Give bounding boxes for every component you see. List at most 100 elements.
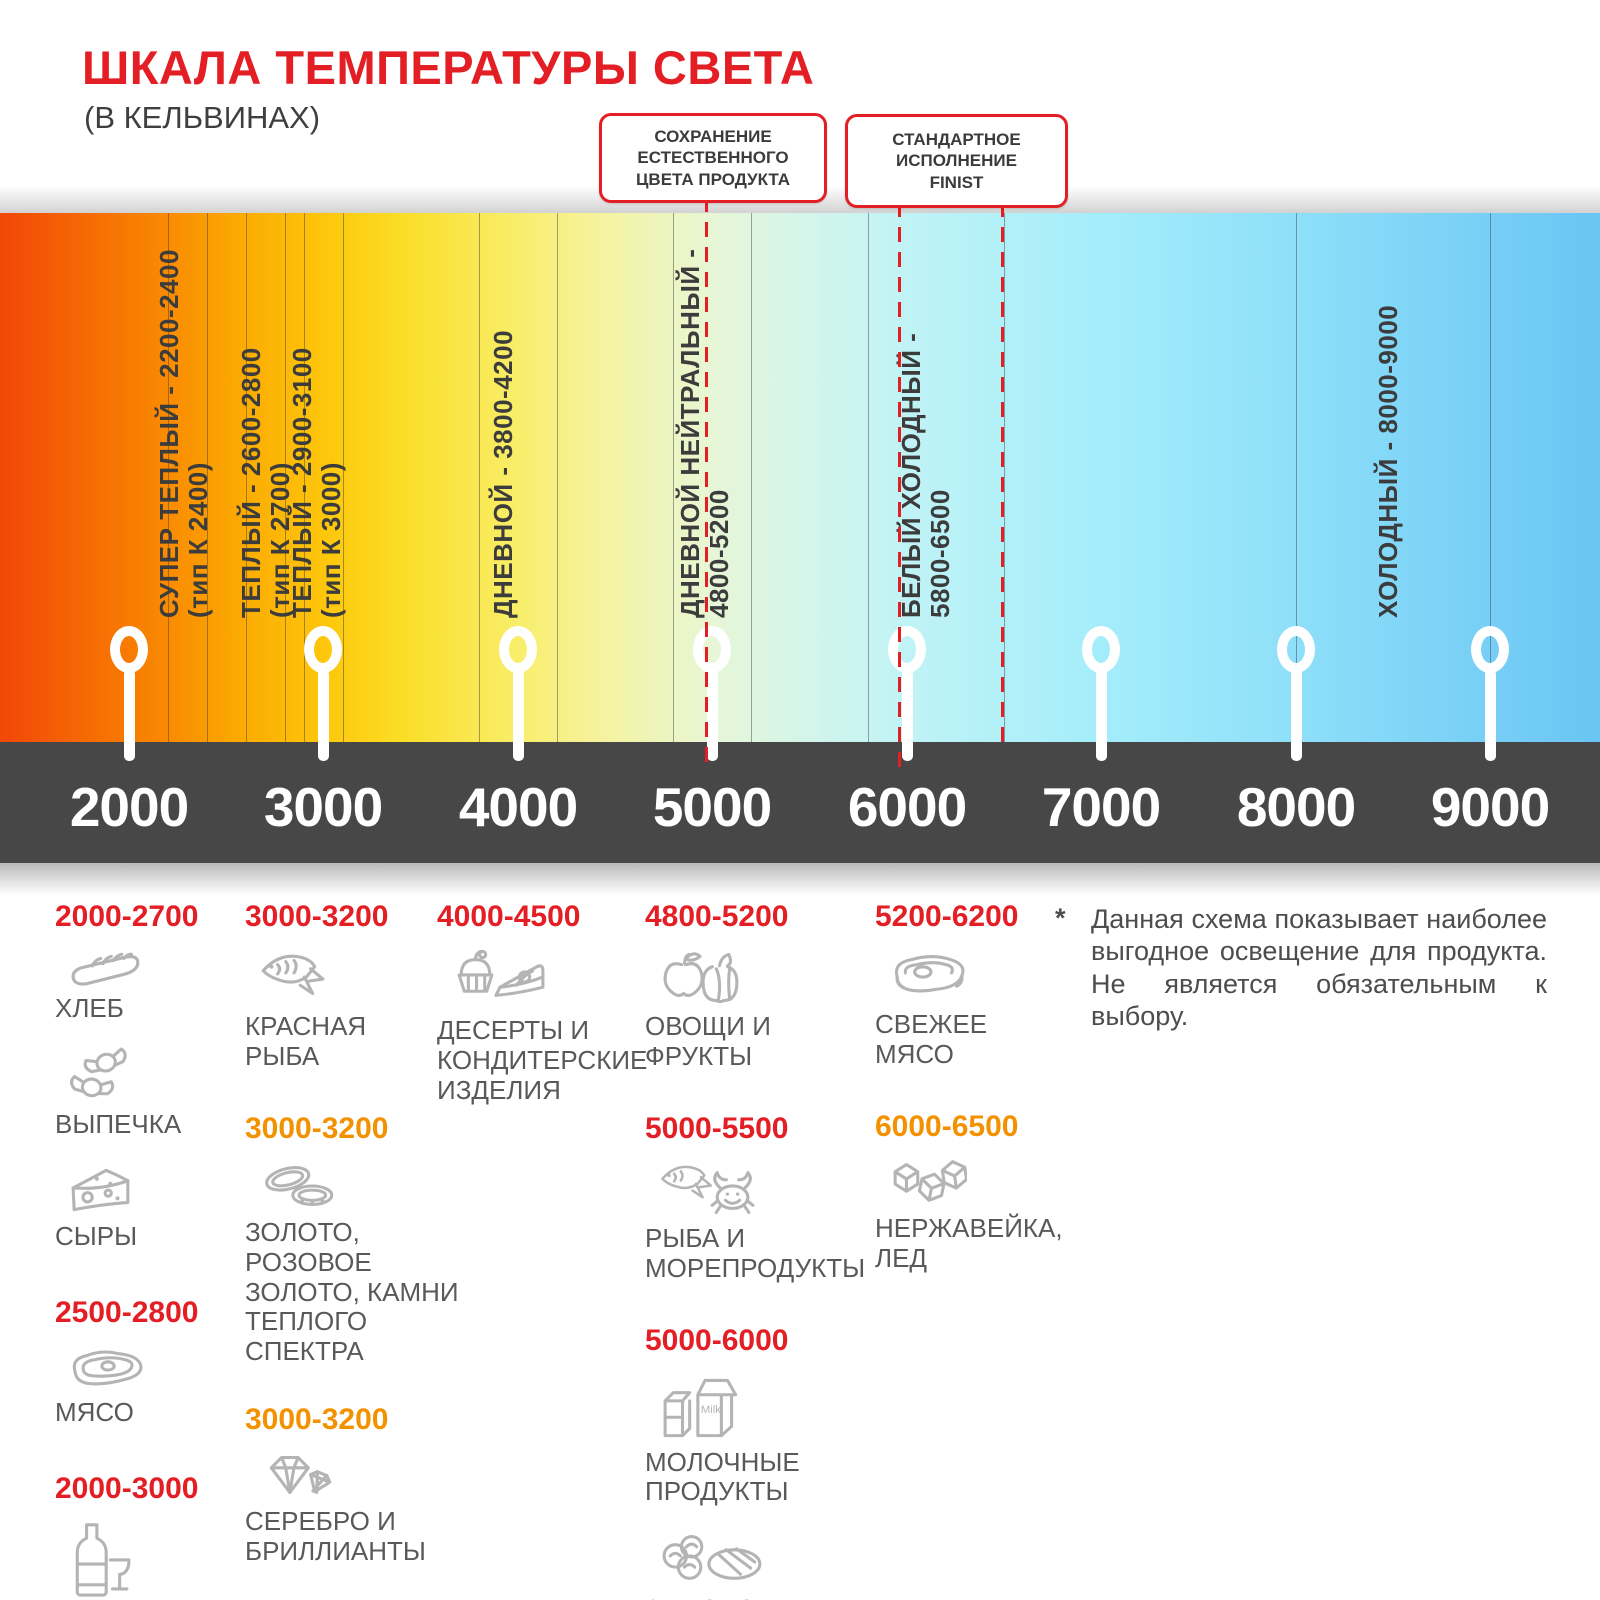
axis-tick-6000: 6000 — [847, 776, 967, 838]
zone-label-white-cold: БЕЛЫЙ ХОЛОДНЫЙ - 5800-6500 — [896, 332, 955, 618]
legend-column-2: 3000-3200 КРАСНАЯ РЫБА 3000-3200 — [245, 900, 495, 1600]
legend-item: Milk МОЛОЧНЫЕ ПРОДУКТЫ — [645, 1372, 945, 1508]
pin-stem — [512, 669, 524, 761]
range-heading: 5000-6000 — [645, 1323, 789, 1357]
callout-natural-color: СОХРАНЕНИЕ ЕСТЕСТВЕННОГО ЦВЕТА ПРОДУКТА — [599, 113, 827, 203]
legend-group: 3000-3200 ЗОЛОТО, РОЗОВОЕ ЗОЛОТО, КАМНИ … — [245, 1112, 495, 1367]
pin-9000 — [1471, 626, 1509, 761]
zone-label-line: ДНЕВНОЙ НЕЙТРАЛЬНЫЙ - — [675, 248, 705, 618]
dashed-line-6500 — [1001, 202, 1004, 742]
legend-item-label: ХЛЕБ — [55, 993, 124, 1023]
range-heading: 3000-3200 — [245, 1403, 389, 1437]
footnote: * Данная схема показывает наиболее выгод… — [1055, 903, 1547, 1033]
cheese-icon — [71, 1168, 130, 1211]
dessert-icon — [457, 949, 545, 997]
gridline-4200 — [557, 213, 558, 742]
zone-label-line: 5800-6500 — [925, 489, 955, 618]
dairy-icon: Milk — [663, 1378, 738, 1437]
dashed-line-6000 — [898, 202, 901, 770]
callout-line: СОХРАНЕНИЕ — [654, 127, 772, 147]
rings-icon — [265, 1165, 334, 1206]
gridline-5200 — [751, 213, 752, 742]
legend-item: ДЕСЕРТЫ И КОНДИТЕРСКИЕ ИЗДЕЛИЯ — [437, 948, 657, 1106]
pin-ring-icon — [110, 626, 148, 673]
pin-ring-icon — [693, 626, 731, 673]
pin-7000 — [1082, 626, 1120, 761]
legend-group: 2000-2700 ХЛЕБ — [55, 900, 245, 1252]
zone-label-line: СУПЕР ТЕПЛЫЙ - 2200-2400 — [154, 249, 184, 618]
axis-tick-7000: 7000 — [1041, 776, 1161, 838]
zone-label-line: (тип К 3000) — [316, 462, 346, 618]
legend-item: СВЕЖЕЕ МЯСО — [875, 948, 1085, 1070]
range-heading: 2000-3000 — [55, 1471, 199, 1505]
legend-group: 6000-6500 НЕРЖАВЕЙКА, ЛЕД — [875, 1110, 1085, 1274]
gridline-2400 — [207, 213, 208, 742]
pin-5000 — [693, 626, 731, 761]
gridline-2200 — [168, 213, 169, 742]
axis-tick-5000: 5000 — [652, 776, 772, 838]
legend-item: СЫРЫ — [55, 1162, 245, 1252]
legend-item: ХЛЕБ — [55, 948, 245, 1024]
callout-line: СТАНДАРТНОЕ — [892, 130, 1021, 150]
bread-icon — [71, 952, 140, 986]
page-title: ШКАЛА ТЕМПЕРАТУРЫ СВЕТА — [82, 41, 815, 94]
legend-group: 5200-6200 СВЕЖЕЕ МЯСО — [875, 900, 1085, 1070]
seafood-icon — [661, 1165, 755, 1214]
axis-tick-4000: 4000 — [458, 776, 578, 838]
legend-item-label: МОЛОЧНЫЕ ПРОДУКТЫ — [645, 1446, 800, 1507]
axis-tick-2000: 2000 — [69, 776, 189, 838]
legend-item-label: СВЕЖЕЕ МЯСО — [875, 1009, 988, 1069]
legend-item: ЗАМОРОЖЕННЫЕ ПОЛУФАБРИКАТЫ — [645, 1533, 945, 1600]
range-heading: 4800-5200 — [645, 900, 789, 933]
svg-text:Milk: Milk — [701, 1404, 721, 1416]
legend-item: ОВОЩИ И ФРУКТЫ — [645, 948, 945, 1072]
axis-tick-8000: 8000 — [1236, 776, 1356, 838]
pin-stem — [1484, 669, 1496, 761]
legend-item: КРАСНАЯ РЫБА — [245, 948, 495, 1072]
zone-label-warm-3000: ТЕПЛЫЙ - 2900-3100 (тип К 3000) — [287, 347, 346, 618]
pin-ring-icon — [888, 626, 926, 673]
zone-label-line: ТЕПЛЫЙ - 2600-2800 — [236, 347, 266, 618]
dashed-line-5000 — [705, 197, 708, 770]
legend-group: 4800-5200 ОВОЩИ И ФРУКТЫ — [645, 900, 945, 1072]
zone-label-line: (тип К 2400) — [183, 462, 213, 618]
legend-item-label: КРАСНАЯ РЫБА — [245, 1011, 367, 1071]
zone-label-line: ДНЕВНОЙ - 3800-4200 — [488, 329, 518, 618]
zone-label-super-warm: СУПЕР ТЕПЛЫЙ - 2200-2400 (тип К 2400) — [154, 249, 213, 618]
fish-icon — [261, 954, 325, 996]
bottom-shadow-band — [0, 863, 1600, 895]
legend-item: МЯСО — [55, 1344, 245, 1428]
zone-label-line: БЕЛЫЙ ХОЛОДНЫЙ - — [896, 332, 926, 618]
frozen-food-icon — [662, 1535, 762, 1581]
legend-item-label: РЫБА И МОРЕПРОДУКТЫ — [645, 1222, 866, 1283]
pin-stem — [1290, 669, 1302, 761]
legend-group: 4000-4500 ДЕСЕРТЫ И КОНДИТЕРСКИЕ ИЗДЕЛИЯ — [437, 900, 657, 1106]
pin-6000 — [888, 626, 926, 761]
fresh-meat-icon — [894, 954, 965, 993]
legend-item-label: МЯСО — [55, 1396, 134, 1427]
legend-item-label: ЗОЛОТО, РОЗОВОЕ ЗОЛОТО, КАМНИ ТЕПЛОГО СП… — [245, 1216, 459, 1367]
meat-icon — [72, 1350, 143, 1386]
pin-ring-icon — [499, 626, 537, 673]
legend-item-label: ВЫПЕЧКА — [55, 1108, 182, 1139]
croissant-icon — [70, 1047, 127, 1098]
legend-item-label: ОВОЩИ И ФРУКТЫ — [645, 1011, 771, 1071]
legend-item-label: СЫРЫ — [55, 1220, 138, 1251]
gridline-3100 — [343, 213, 344, 742]
zone-label-line: ТЕПЛЫЙ - 2900-3100 — [287, 347, 317, 618]
pin-stem — [901, 669, 913, 761]
alcohol-icon — [75, 1522, 131, 1597]
legend-column-5: 5200-6200 СВЕЖЕЕ МЯСО 6000-6500 — [875, 900, 1085, 1318]
ice-cubes-icon — [893, 1159, 967, 1202]
legend-item: СЕРЕБРО И БРИЛЛИАНТЫ — [245, 1451, 495, 1567]
gridline-2800 — [285, 213, 286, 742]
legend-column-4: 4800-5200 ОВОЩИ И ФРУКТЫ 5000-5500 — [645, 900, 945, 1600]
range-heading: 5200-6200 — [875, 900, 1019, 933]
gridline-4800 — [673, 213, 674, 742]
callout-line: ИСПОЛНЕНИЕ — [896, 151, 1017, 171]
gridline-9000 — [1490, 213, 1491, 742]
gridline-3800 — [479, 213, 480, 742]
axis-tick-3000: 3000 — [263, 776, 383, 838]
range-heading: 3000-3200 — [245, 1111, 389, 1145]
